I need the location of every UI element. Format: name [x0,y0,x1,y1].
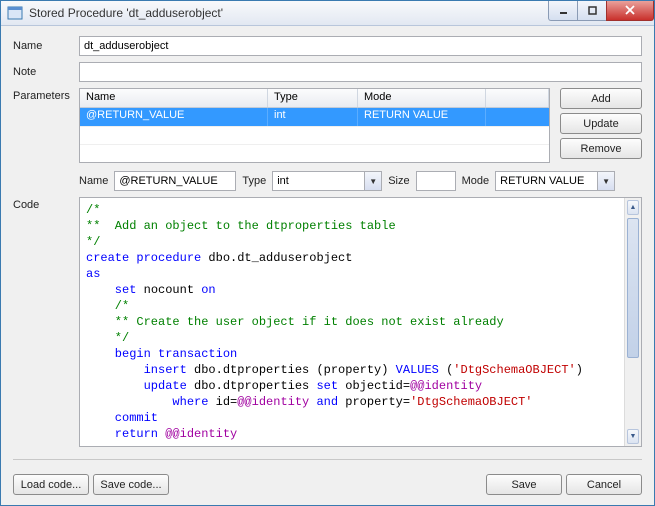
param-name-input[interactable] [114,171,236,191]
chevron-down-icon: ▼ [597,172,614,190]
param-mode-label: Mode [462,175,490,187]
col-header-name[interactable]: Name [80,89,268,107]
parameters-table: Name Type Mode @RETURN_VALUE int RETURN … [79,88,550,163]
window-controls [549,1,654,21]
dialog-window: Stored Procedure 'dt_adduserobject' Name… [0,0,655,506]
cell-name: @RETURN_VALUE [80,108,268,126]
scroll-thumb[interactable] [627,218,639,358]
note-label: Note [13,66,71,78]
param-size-input[interactable] [416,171,456,191]
parameters-label: Parameters [13,88,71,102]
col-header-type[interactable]: Type [268,89,358,107]
cell-mode: RETURN VALUE [358,108,486,126]
update-button[interactable]: Update [560,113,642,134]
table-row[interactable]: @RETURN_VALUE int RETURN VALUE [80,108,549,126]
param-type-label: Type [242,175,266,187]
minimize-button[interactable] [548,1,578,21]
maximize-button[interactable] [577,1,607,21]
content-pane: Name Note Parameters Name Type Mode [1,26,654,505]
table-header: Name Type Mode [80,89,549,108]
name-label: Name [13,40,71,52]
close-button[interactable] [606,1,654,21]
load-code-button[interactable]: Load code... [13,474,89,495]
param-size-label: Size [388,175,409,187]
code-label: Code [13,197,71,447]
add-button[interactable]: Add [560,88,642,109]
remove-button[interactable]: Remove [560,138,642,159]
param-name-label: Name [79,175,108,187]
chevron-down-icon: ▼ [364,172,381,190]
window-title: Stored Procedure 'dt_adduserobject' [29,6,549,20]
cancel-button[interactable]: Cancel [566,474,642,495]
dialog-icon [7,5,23,21]
name-input[interactable] [79,36,642,56]
titlebar: Stored Procedure 'dt_adduserobject' [1,1,654,26]
vertical-scrollbar[interactable]: ▲ ▼ [624,198,641,446]
save-code-button[interactable]: Save code... [93,474,169,495]
scroll-up-icon[interactable]: ▲ [627,200,639,215]
save-button[interactable]: Save [486,474,562,495]
note-input[interactable] [79,62,642,82]
param-mode-combo[interactable]: RETURN VALUE▼ [495,171,615,191]
divider [13,459,642,460]
code-text[interactable]: /* ** Add an object to the dtproperties … [80,198,624,446]
param-type-combo[interactable]: int▼ [272,171,382,191]
cell-type: int [268,108,358,126]
col-header-mode[interactable]: Mode [358,89,486,107]
scroll-down-icon[interactable]: ▼ [627,429,639,444]
code-editor[interactable]: /* ** Add an object to the dtproperties … [79,197,642,447]
